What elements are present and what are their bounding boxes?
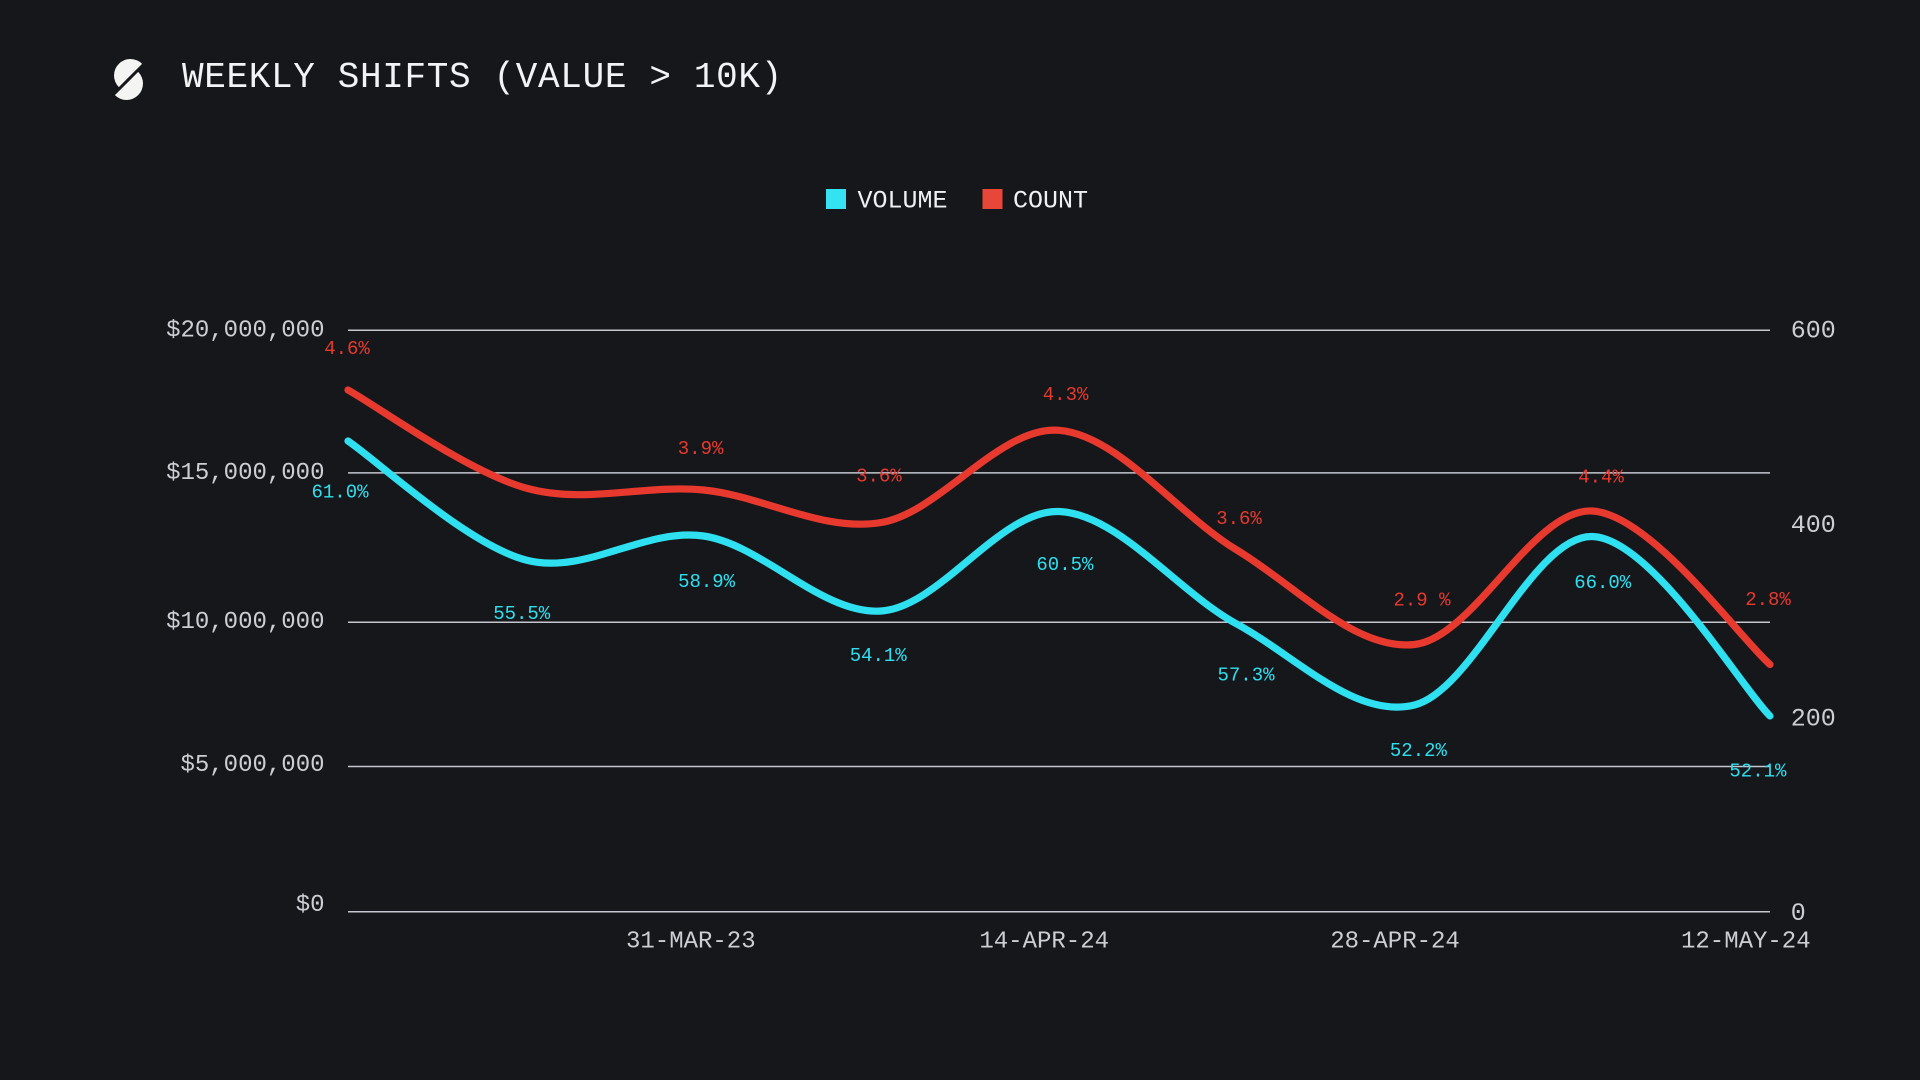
- svg-text:60.5%: 60.5%: [1036, 554, 1094, 576]
- svg-text:52.1%: 52.1%: [1729, 761, 1787, 783]
- svg-text:4.3%: 4.3%: [1043, 384, 1089, 406]
- svg-text:57.3%: 57.3%: [1217, 665, 1275, 687]
- svg-text:55.5%: 55.5%: [493, 603, 551, 625]
- svg-text:14-APR-24: 14-APR-24: [979, 929, 1109, 956]
- svg-text:61.0%: 61.0%: [311, 482, 369, 504]
- svg-text:$20,000,000: $20,000,000: [166, 318, 324, 345]
- svg-text:58.9%: 58.9%: [678, 571, 736, 593]
- svg-text:$5,000,000: $5,000,000: [180, 752, 324, 779]
- svg-text:28-APR-24: 28-APR-24: [1330, 929, 1460, 956]
- svg-text:12-MAY-24: 12-MAY-24: [1681, 929, 1811, 956]
- svg-text:54.1%: 54.1%: [850, 645, 908, 667]
- svg-text:2.9 %: 2.9 %: [1393, 590, 1451, 612]
- svg-text:31-MAR-23: 31-MAR-23: [626, 929, 756, 956]
- svg-text:2.8%: 2.8%: [1745, 589, 1791, 611]
- svg-text:200: 200: [1791, 705, 1836, 734]
- svg-text:400: 400: [1791, 511, 1836, 540]
- svg-text:52.2%: 52.2%: [1390, 740, 1448, 762]
- svg-text:$0: $0: [296, 892, 325, 919]
- svg-text:$10,000,000: $10,000,000: [166, 609, 324, 636]
- svg-text:4.4%: 4.4%: [1578, 467, 1624, 489]
- svg-text:$15,000,000: $15,000,000: [166, 460, 324, 487]
- svg-text:0: 0: [1791, 899, 1806, 928]
- svg-text:WEEKLY SHIFTS (VALUE > 10K): WEEKLY SHIFTS (VALUE > 10K): [182, 57, 783, 98]
- svg-text:4.6%: 4.6%: [324, 338, 370, 360]
- svg-text:3.6%: 3.6%: [856, 466, 902, 488]
- svg-text:VOLUME: VOLUME: [858, 187, 948, 216]
- svg-text:66.0%: 66.0%: [1574, 572, 1632, 594]
- svg-text:3.9%: 3.9%: [678, 438, 724, 460]
- svg-text:3.6%: 3.6%: [1216, 508, 1262, 530]
- svg-text:COUNT: COUNT: [1013, 187, 1088, 216]
- svg-text:600: 600: [1791, 317, 1836, 346]
